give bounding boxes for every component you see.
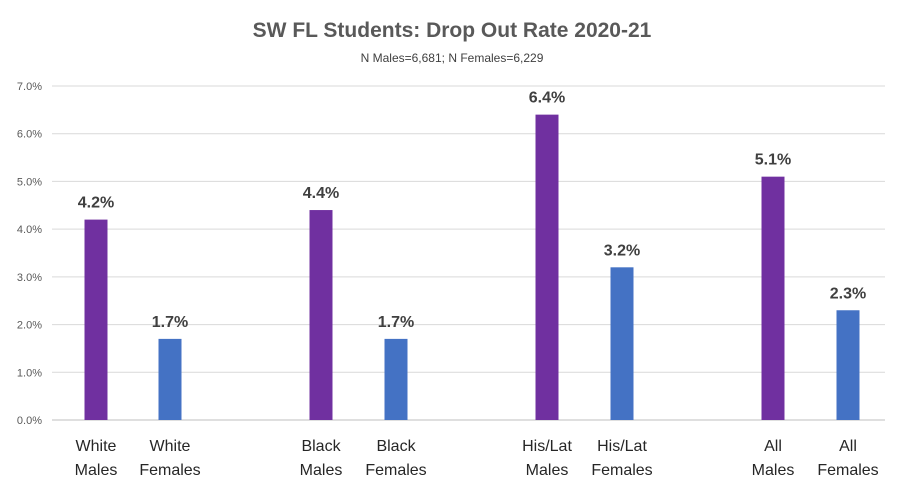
bar [836, 310, 860, 420]
x-tick-label: Females [817, 462, 878, 479]
x-tick-label: Males [75, 462, 118, 479]
y-tick-label: 7.0% [17, 81, 42, 93]
data-label: 2.3% [830, 285, 866, 302]
x-tick-label: Females [365, 462, 426, 479]
y-tick-label: 1.0% [17, 367, 42, 379]
data-label: 3.2% [604, 242, 640, 259]
data-label: 1.7% [378, 314, 414, 331]
bar [309, 210, 333, 420]
y-tick-label: 2.0% [17, 320, 42, 332]
x-tick-label: His/Lat [522, 438, 572, 455]
x-tick-label: All [839, 438, 857, 455]
chart-title: SW FL Students: Drop Out Rate 2020-21 [253, 19, 652, 42]
bar [761, 176, 785, 420]
y-tick-label: 6.0% [17, 129, 42, 141]
x-tick-label: His/Lat [597, 438, 647, 455]
y-tick-label: 4.0% [17, 224, 42, 236]
data-label: 5.1% [755, 152, 791, 169]
data-labels: 4.2% 1.7% 4.4% 1.7% 6.4% 3.2% 5.1% 2.3% [78, 90, 866, 331]
x-tick-label: Females [139, 462, 200, 479]
x-tick-label: Females [591, 462, 652, 479]
data-label: 6.4% [529, 90, 565, 107]
bar [384, 338, 408, 420]
x-tick-label: Males [752, 462, 795, 479]
gridlines [52, 85, 885, 421]
bar [84, 219, 108, 420]
x-tick-label: White [150, 438, 191, 455]
x-tick-label: Males [300, 462, 343, 479]
y-tick-label: 0.0% [17, 415, 42, 427]
x-tick-label: Black [376, 438, 416, 455]
bars [84, 114, 860, 420]
bar [535, 114, 559, 420]
bar [158, 338, 182, 420]
x-axis-labels: White Males White Females Black Males Black Fem… [75, 438, 879, 479]
data-label: 1.7% [152, 314, 188, 331]
data-label: 4.4% [303, 185, 339, 202]
x-tick-label: Black [301, 438, 341, 455]
x-tick-label: Males [526, 462, 569, 479]
bar [610, 267, 634, 420]
data-label: 4.2% [78, 195, 114, 212]
chart-subtitle: N Males=6,681; N Females=6,229 [361, 51, 544, 65]
y-axis-ticks: 0.0% 1.0% 2.0% 3.0% 4.0% 5.0% 6.0% 7.0% [17, 81, 42, 427]
x-tick-label: All [764, 438, 782, 455]
y-tick-label: 5.0% [17, 176, 42, 188]
x-tick-label: White [76, 438, 117, 455]
y-tick-label: 3.0% [17, 272, 42, 284]
